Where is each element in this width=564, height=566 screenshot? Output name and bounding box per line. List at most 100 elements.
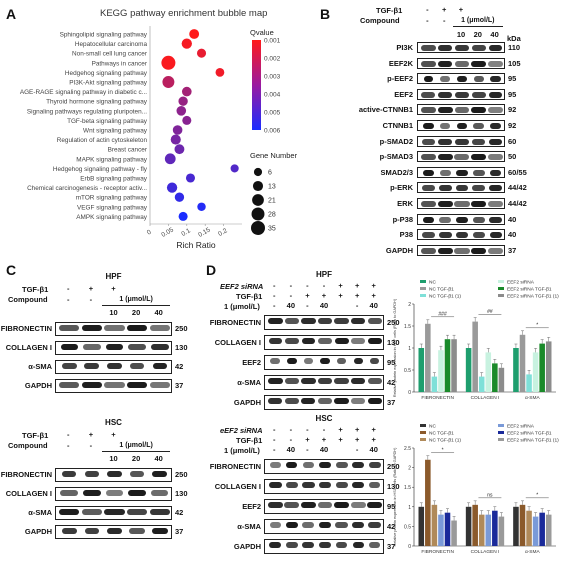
blot-band (439, 169, 451, 176)
blot-band (368, 462, 381, 468)
blot-row-label: p-SMAD3 (379, 152, 413, 162)
qvalue-tick-label: 0.001 (264, 38, 281, 45)
dose-unit-label: 1 (μmol/L) (119, 296, 153, 303)
blot-row-1 (417, 57, 505, 69)
blot-band (61, 363, 77, 369)
blot-band (269, 522, 282, 528)
blot-band (149, 509, 170, 515)
dose-unit-label: 1 (μmol/L) (461, 17, 495, 24)
blot-band (269, 462, 281, 468)
dose-bracket (102, 451, 170, 452)
x-tick-label: 0.2 (217, 227, 229, 238)
blot-kda: 92 (508, 105, 517, 115)
blot-band (472, 232, 485, 239)
blot-band (302, 542, 315, 548)
blot-band (421, 45, 436, 51)
d-hsc-blot-row (264, 539, 384, 554)
blot-band (423, 76, 434, 83)
blot-band (438, 91, 453, 98)
hpf-blot-row (55, 379, 172, 393)
blot-band (302, 482, 315, 488)
blot-kda: 42 (387, 522, 396, 531)
dose-sign: - (306, 445, 309, 454)
gene-size-swatch (251, 221, 265, 235)
blot-band (336, 358, 347, 364)
blot-band (454, 154, 470, 161)
blot-band (269, 542, 282, 548)
blot-band (420, 247, 436, 254)
blot-band (334, 378, 349, 384)
blot-band (423, 123, 434, 129)
tgf-sign: + (111, 430, 116, 439)
qvalue-tick-label: 0.004 (264, 92, 281, 99)
blot-band (350, 502, 366, 508)
tgf-sign: - (289, 435, 293, 444)
compound-sign: - (89, 295, 93, 304)
blot-band (438, 45, 453, 51)
sirna-sign: - (322, 281, 326, 290)
x-tick-label: 0 (146, 229, 153, 237)
blot-band (81, 509, 102, 515)
blot-row-label: α-SMA (237, 522, 261, 531)
blot-band (334, 502, 350, 508)
legend-swatch (498, 431, 504, 434)
blot-band (317, 318, 333, 324)
blot-band (456, 123, 468, 129)
blot-kda: 130 (175, 489, 188, 498)
compound-sign: - (442, 16, 446, 25)
d-hsc-sirna-label: eEF2 siRNA (220, 426, 263, 435)
legend-label: EEF2 siRNA TGF-β1 (507, 287, 552, 293)
blot-row-7 (417, 151, 505, 163)
blot-band (268, 482, 282, 488)
blot-band (59, 382, 80, 388)
pathway-label: MAPK signaling pathway (76, 156, 147, 163)
bar (519, 504, 526, 546)
blot-band (82, 490, 101, 496)
bar (498, 516, 505, 546)
blot-band (284, 378, 300, 384)
blot-band (368, 522, 382, 528)
legend-swatch (420, 280, 426, 283)
blot-band (285, 522, 298, 528)
blot-band (367, 318, 382, 324)
blot-band (268, 338, 282, 344)
y-axis-title: Relative protein expression in HSC cells… (393, 447, 397, 546)
significance-label: ## (487, 309, 493, 315)
sirna-sign: - (273, 281, 276, 290)
blot-band (352, 542, 364, 548)
blot-band (353, 358, 363, 364)
hsc-header: HSC (105, 418, 122, 427)
tgf-sign: + (111, 284, 116, 293)
blot-band (489, 169, 502, 176)
blot-band (488, 107, 504, 114)
blot-band (454, 247, 470, 254)
dose-sign: - (273, 301, 276, 310)
dose-sign: - (273, 445, 276, 454)
panel-a-letter: A (6, 6, 17, 22)
dose-sign: 40 (369, 301, 378, 310)
blot-band (152, 471, 168, 477)
blot-row-label: α-SMA (28, 362, 52, 371)
blot-band (350, 398, 366, 404)
bar (532, 516, 539, 546)
legend-label: NC TGF-β1 (1) (429, 294, 461, 300)
blot-band (268, 398, 283, 404)
blot-band (317, 398, 333, 404)
tgf-sign: + (338, 291, 343, 300)
dose-label: 40 (154, 308, 163, 317)
blot-row-label: FIBRONECTIN (209, 462, 261, 471)
blot-band (367, 502, 383, 508)
blot-band (335, 462, 348, 468)
blot-band (301, 398, 316, 404)
y-tick-label: 1 (408, 346, 411, 352)
blot-kda: 130 (175, 343, 188, 352)
significance-label: ### (438, 311, 447, 317)
hsc-compound-label: Compound (8, 441, 48, 450)
blot-kda: 130 (387, 482, 400, 491)
blot-kda: 60/55 (508, 167, 527, 177)
y-tick-label: 0 (408, 544, 411, 550)
blot-kda: 95 (387, 502, 396, 511)
d-hsc-blot-row (264, 479, 384, 494)
blot-band (62, 528, 77, 534)
blot-row-label: p-ERK (390, 183, 413, 193)
